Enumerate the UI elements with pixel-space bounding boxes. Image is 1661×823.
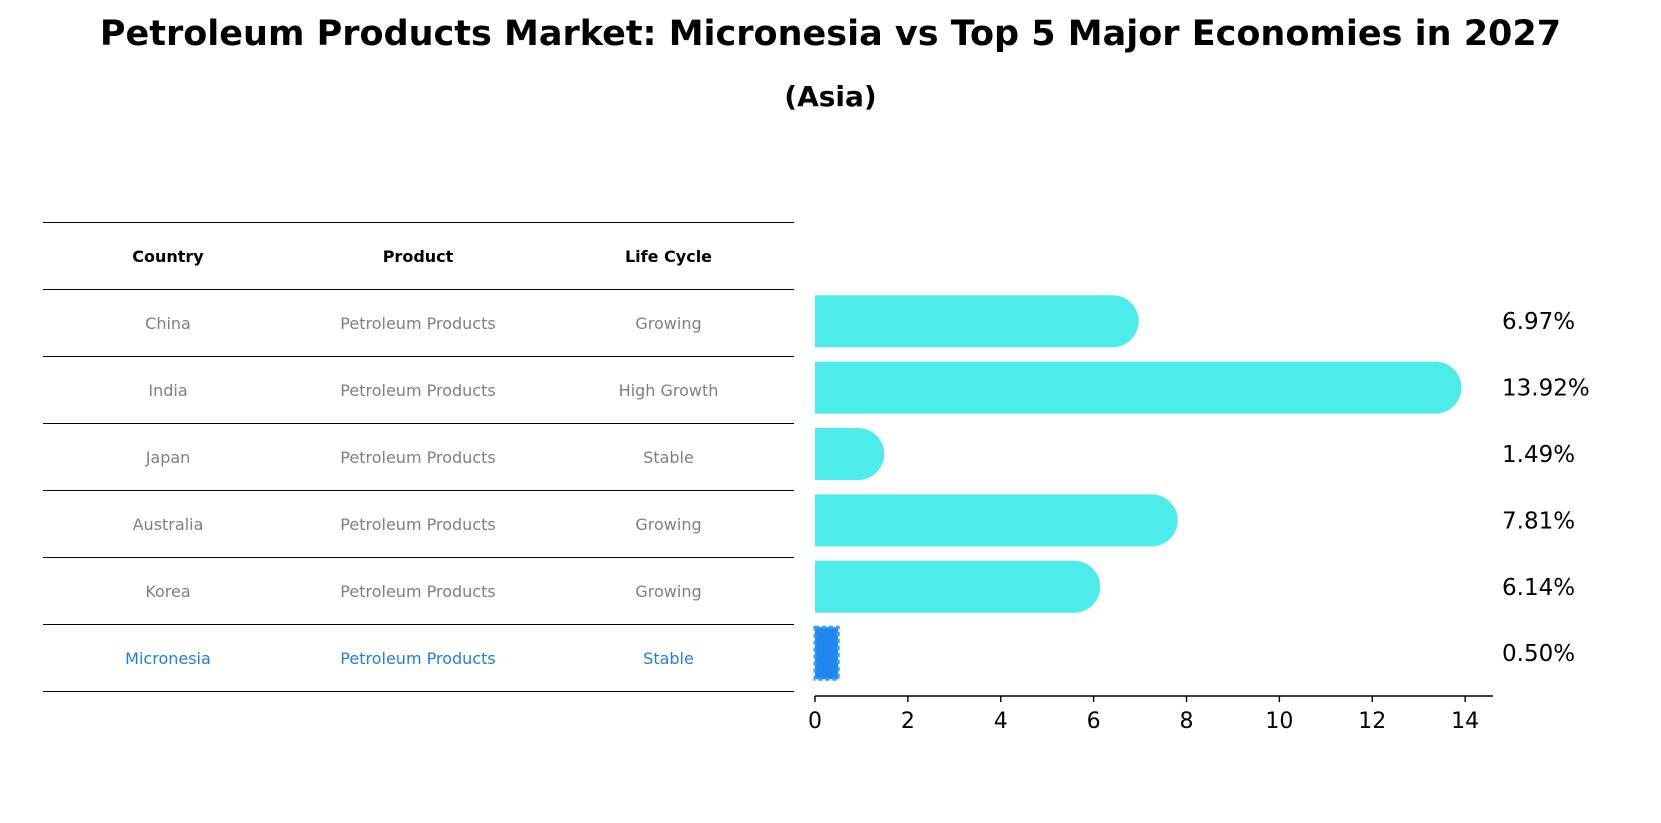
column-header-life-cycle: Life Cycle: [543, 222, 794, 290]
bar-korea: [815, 560, 1101, 613]
x-tick-label: 8: [1180, 709, 1194, 734]
bar-micronesia: [813, 625, 840, 681]
cell-country: India: [43, 356, 293, 424]
cell-product: Petroleum Products: [293, 289, 543, 357]
column-header-product: Product: [293, 222, 543, 290]
cell-country: Micronesia: [43, 624, 293, 692]
cell-product: Petroleum Products: [293, 624, 543, 692]
table-row: China Petroleum Products Growing: [43, 289, 794, 357]
cell-country: Japan: [43, 423, 293, 491]
x-tick-label: 12: [1358, 709, 1386, 734]
cell-country: Australia: [43, 490, 293, 558]
country-table: Country Product Life Cycle China Petrole…: [43, 222, 794, 692]
cell-life-cycle: Growing: [543, 289, 794, 357]
bar-india: [815, 361, 1462, 414]
cell-country: China: [43, 289, 293, 357]
value-label-india: 13.92%: [1502, 376, 1590, 402]
table-row-highlight: Micronesia Petroleum Products Stable: [43, 624, 794, 692]
x-tick-label: 14: [1451, 709, 1479, 734]
cell-life-cycle: Stable: [543, 624, 794, 692]
value-label-micronesia: 0.50%: [1502, 641, 1575, 667]
x-tick-label: 2: [901, 709, 915, 734]
cell-life-cycle: High Growth: [543, 356, 794, 424]
cell-life-cycle: Stable: [543, 423, 794, 491]
cell-product: Petroleum Products: [293, 423, 543, 491]
table-row: Japan Petroleum Products Stable: [43, 423, 794, 491]
chart-title: Petroleum Products Market: Micronesia vs…: [99, 14, 1562, 54]
value-label-japan: 1.49%: [1502, 442, 1575, 468]
x-tick-label: 4: [994, 709, 1008, 734]
x-tick-label: 6: [1087, 709, 1101, 734]
cell-life-cycle: Growing: [543, 557, 794, 625]
column-header-country: Country: [43, 222, 293, 290]
x-tick-label: 0: [808, 709, 822, 734]
cell-life-cycle: Growing: [543, 490, 794, 558]
cell-product: Petroleum Products: [293, 356, 543, 424]
value-label-australia: 7.81%: [1502, 508, 1575, 534]
bar-china: [815, 295, 1139, 348]
table-row: India Petroleum Products High Growth: [43, 356, 794, 424]
chart-subtitle: (Asia): [784, 80, 877, 113]
value-label-china: 6.97%: [1502, 309, 1575, 335]
table-row: Korea Petroleum Products Growing: [43, 557, 794, 625]
bar-australia: [815, 494, 1178, 547]
cell-country: Korea: [43, 557, 293, 625]
cell-product: Petroleum Products: [293, 557, 543, 625]
value-label-korea: 6.14%: [1502, 575, 1575, 601]
x-tick-label: 10: [1265, 709, 1293, 734]
bar-japan: [815, 428, 885, 480]
table-header-row: Country Product Life Cycle: [43, 222, 794, 290]
table-row: Australia Petroleum Products Growing: [43, 490, 794, 558]
cell-product: Petroleum Products: [293, 490, 543, 558]
